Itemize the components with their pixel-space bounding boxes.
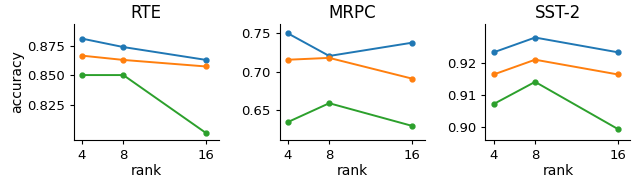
Title: SST-2: SST-2 [535, 4, 581, 23]
X-axis label: rank: rank [542, 164, 573, 179]
X-axis label: rank: rank [131, 164, 162, 179]
X-axis label: rank: rank [337, 164, 367, 179]
Title: MRPC: MRPC [328, 4, 376, 23]
Title: RTE: RTE [131, 4, 162, 23]
Y-axis label: accuracy: accuracy [10, 51, 24, 113]
